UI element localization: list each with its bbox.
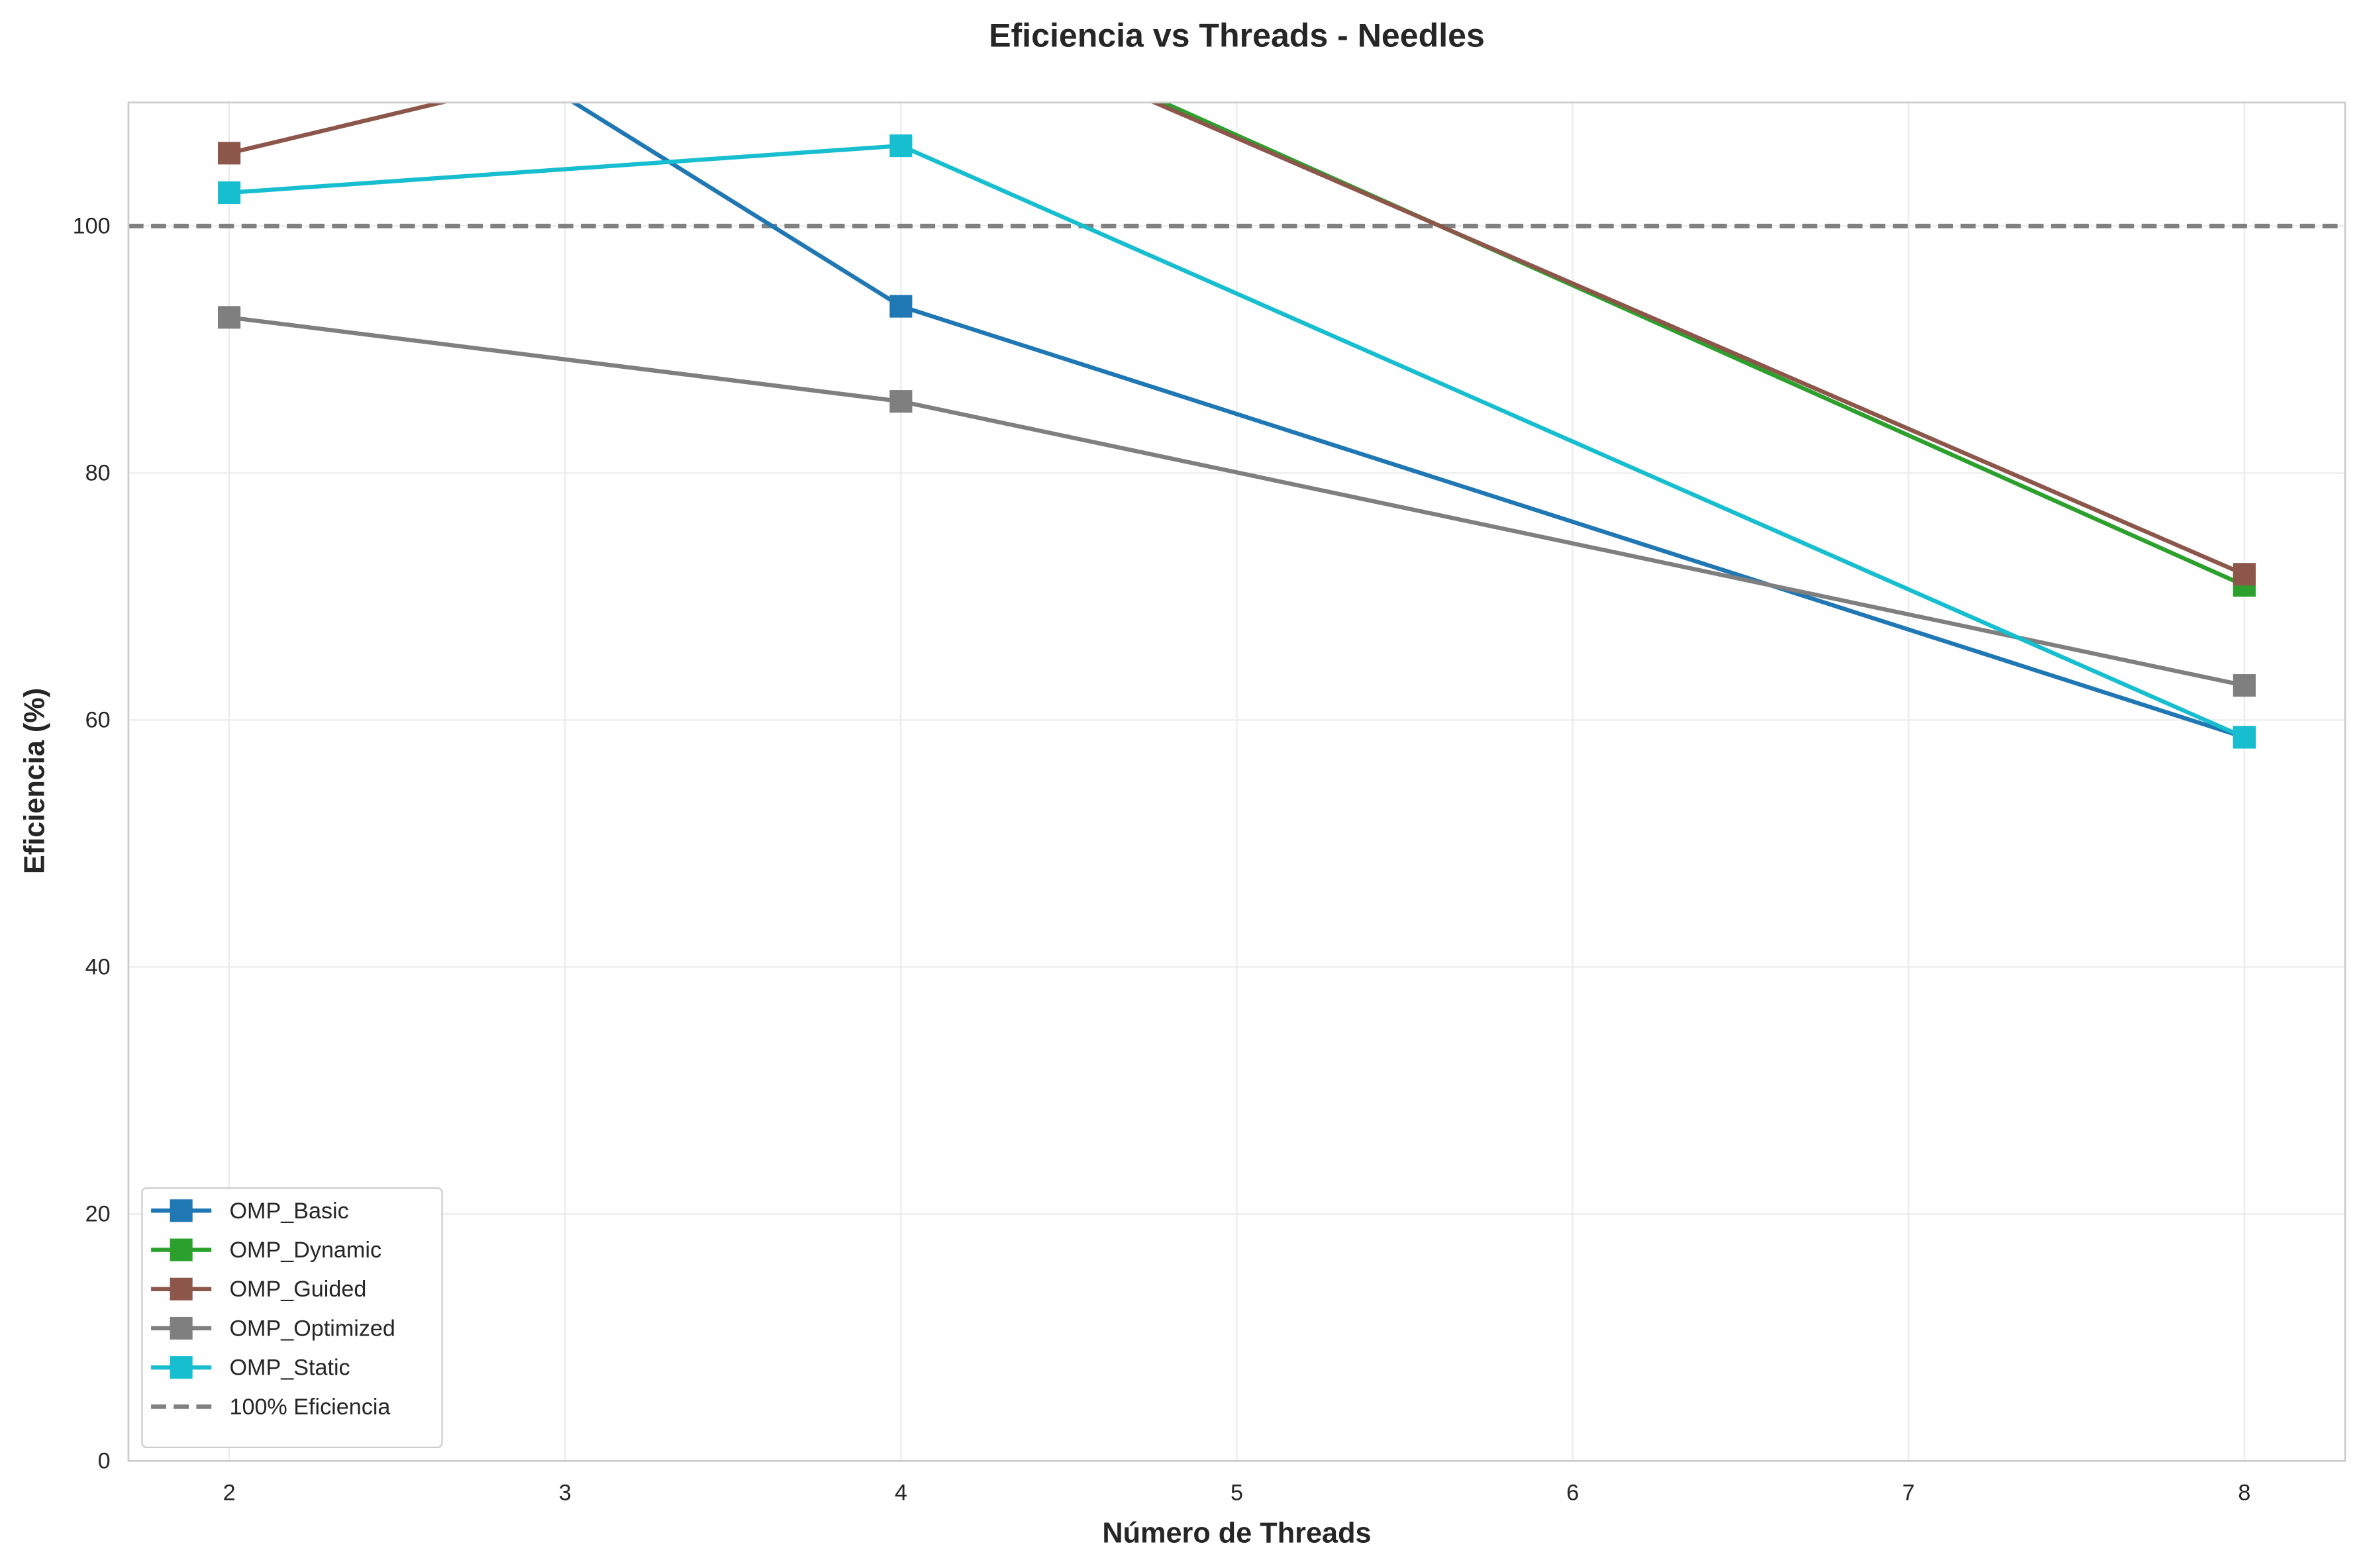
legend-label: OMP_Dynamic (229, 1238, 381, 1263)
y-tick-label: 0 (98, 1449, 111, 1474)
legend-marker (170, 1277, 193, 1300)
legend: OMP_Basic OMP_Dynamic OMP_Guided OMP_Optimi… (141, 1187, 443, 1448)
x-tick-label: 2 (223, 1481, 236, 1506)
y-tick-label: 40 (85, 955, 111, 980)
plot-area (128, 102, 2346, 749)
chart-title: Eficiencia vs Threads - Needles (989, 17, 1485, 54)
x-tick-label: 7 (1902, 1481, 1915, 1506)
legend-marker (170, 1238, 193, 1261)
series-line (228, 102, 2246, 577)
series-line (1158, 102, 2246, 587)
y-tick-label: 60 (85, 708, 111, 733)
legend-label: OMP_Static (229, 1355, 350, 1381)
x-tick-label: 3 (559, 1481, 572, 1506)
y-tick-label: 80 (85, 461, 111, 486)
marker (889, 390, 913, 413)
marker (2233, 563, 2256, 586)
marker (217, 181, 241, 205)
marker (889, 134, 913, 158)
legend-marker (170, 1199, 193, 1222)
legend-label: OMP_Basic (229, 1199, 348, 1224)
legend-label: OMP_Optimized (229, 1316, 395, 1341)
x-axis-label: Número de Threads (1102, 1517, 1371, 1549)
legend-box (141, 1187, 443, 1448)
legend-marker (170, 1316, 193, 1340)
x-tick-label: 4 (895, 1481, 907, 1506)
y-axis-label: Eficiencia (%) (19, 688, 50, 874)
marker (2233, 726, 2256, 749)
x-tick-label: 5 (1231, 1481, 1243, 1506)
y-tick-label: 20 (85, 1202, 111, 1227)
marker (217, 142, 241, 165)
plot-frame (127, 101, 2346, 1462)
marker (2233, 674, 2256, 697)
legend-label: 100% Eficiencia (229, 1395, 390, 1420)
legend-marker (170, 1356, 193, 1379)
y-tick-label: 100 (73, 214, 111, 239)
legend-label: OMP_Guided (229, 1277, 366, 1302)
marker (889, 295, 913, 318)
marker (217, 306, 241, 329)
x-tick-label: 8 (2238, 1481, 2250, 1506)
x-tick-label: 6 (1566, 1481, 1579, 1506)
